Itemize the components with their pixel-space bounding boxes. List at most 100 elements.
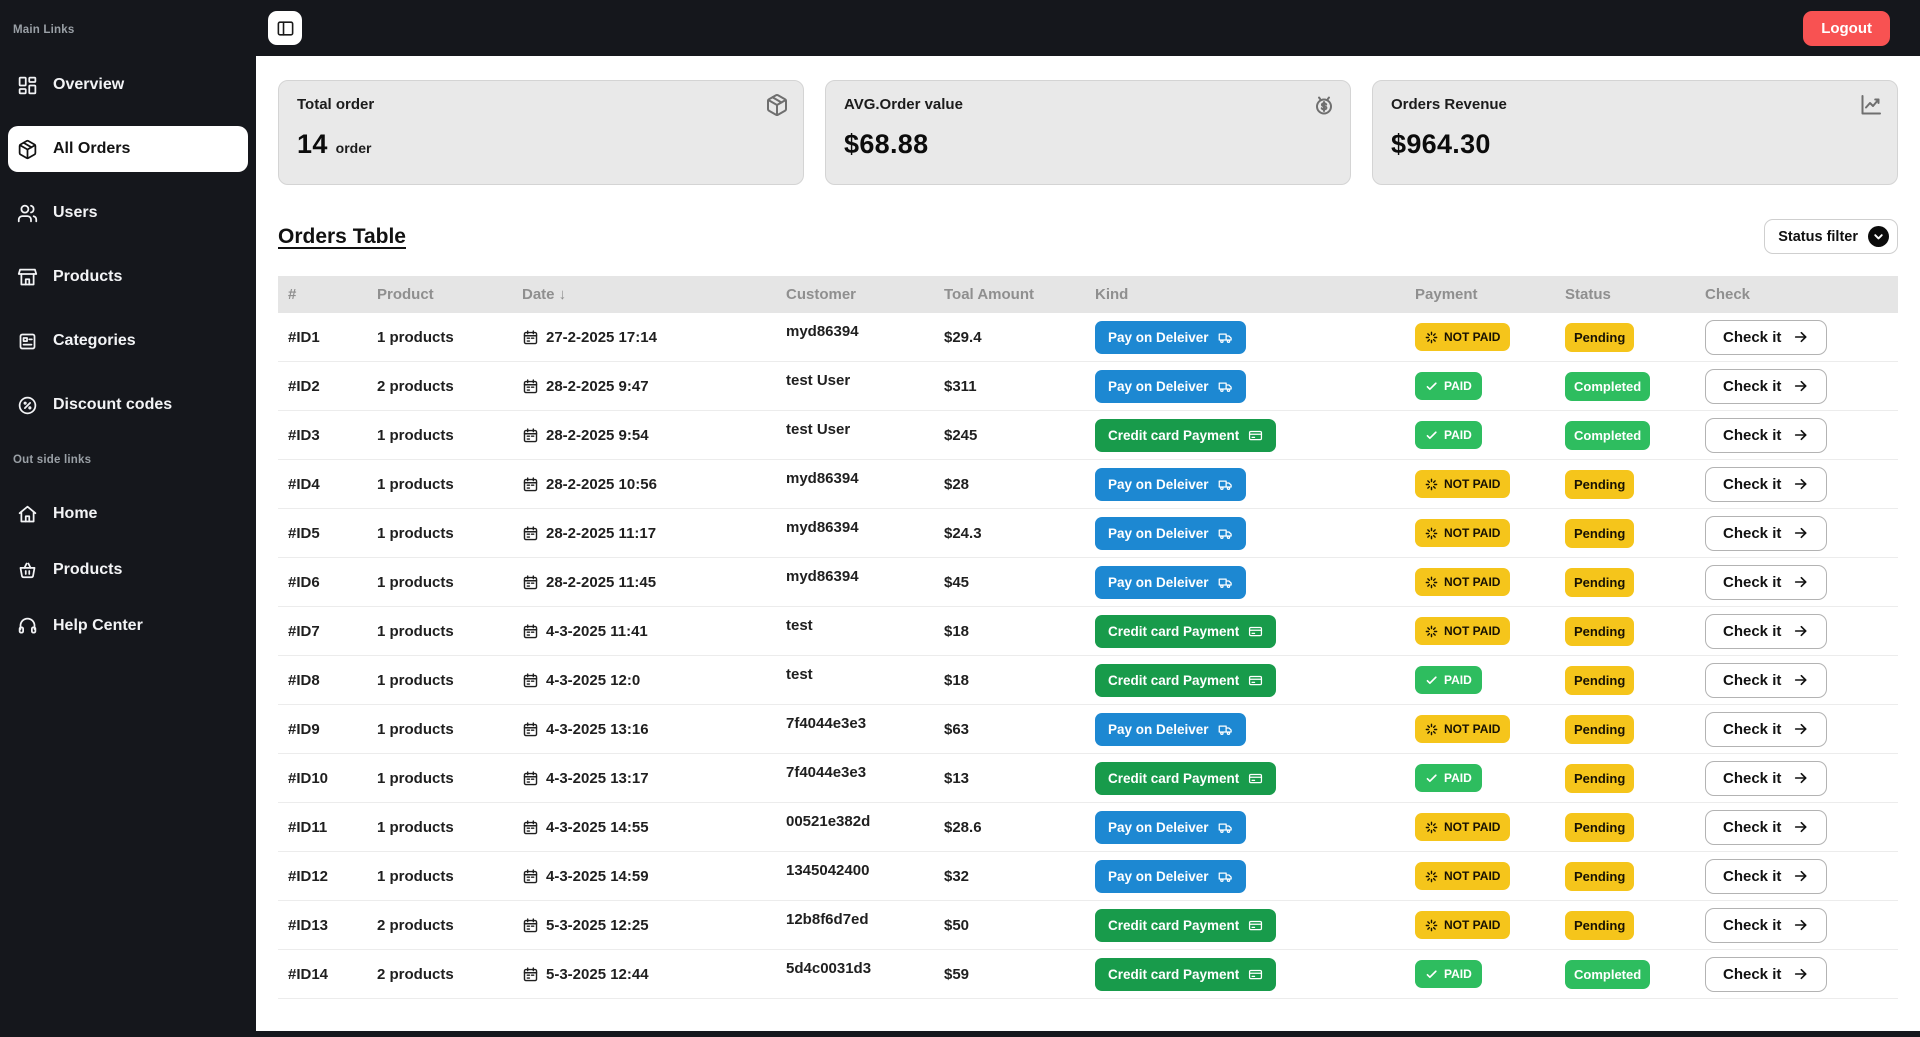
order-payment-cell: PAID: [1407, 421, 1557, 449]
sidebar-item-label: Home: [53, 505, 98, 522]
check-icon: [1425, 429, 1438, 442]
order-amount: $18: [944, 671, 970, 689]
order-products: 1 products: [377, 818, 454, 836]
sidebar-item-users[interactable]: Users: [8, 190, 248, 236]
sidebar-item-help-center[interactable]: Help Center: [8, 606, 248, 646]
order-date: 28-2-2025 11:17: [546, 524, 657, 542]
check-icon: [1425, 380, 1438, 393]
check-it-button[interactable]: Check it: [1705, 760, 1828, 796]
kind-button[interactable]: Pay on Deleiver: [1095, 810, 1246, 844]
sidebar-item-overview[interactable]: Overview: [8, 62, 248, 108]
check-it-button[interactable]: Check it: [1705, 858, 1828, 894]
check-it-button[interactable]: Check it: [1705, 466, 1828, 502]
arrow-right-icon: [1793, 476, 1809, 492]
kind-button[interactable]: Pay on Deleiver: [1095, 712, 1246, 746]
order-customer: test: [786, 616, 813, 634]
sidebar-item-home[interactable]: Home: [8, 494, 248, 534]
order-products: 1 products: [377, 426, 454, 444]
grid-icon: [17, 75, 38, 96]
order-kind-cell: Pay on Deleiver: [1087, 516, 1407, 550]
check-it-button[interactable]: Check it: [1705, 515, 1828, 551]
kind-button[interactable]: Credit card Payment: [1095, 614, 1277, 648]
status-filter-button[interactable]: Status filter: [1764, 219, 1898, 254]
check-it-button[interactable]: Check it: [1705, 613, 1828, 649]
order-date: 4-3-2025 11:41: [546, 622, 648, 640]
kind-label: Credit card Payment: [1108, 770, 1240, 786]
order-id: #ID13: [288, 916, 329, 934]
kind-button[interactable]: Pay on Deleiver: [1095, 467, 1246, 501]
kind-button[interactable]: Pay on Deleiver: [1095, 516, 1246, 550]
kind-button[interactable]: Credit card Payment: [1095, 908, 1277, 942]
payment-label: PAID: [1444, 428, 1472, 442]
order-payment-cell: PAID: [1407, 372, 1557, 400]
payment-label: NOT PAID: [1444, 575, 1501, 589]
logout-button[interactable]: Logout: [1803, 10, 1890, 46]
payment-label: NOT PAID: [1444, 624, 1501, 638]
status-badge: Pending: [1565, 567, 1635, 597]
check-it-button[interactable]: Check it: [1705, 368, 1828, 404]
sidebar-item-categories[interactable]: Categories: [8, 318, 248, 364]
order-products: 1 products: [377, 720, 454, 738]
order-date: 5-3-2025 12:25: [546, 916, 649, 934]
kind-button[interactable]: Pay on Deleiver: [1095, 369, 1246, 403]
payment-badge: PAID: [1415, 372, 1482, 400]
check-it-button[interactable]: Check it: [1705, 956, 1828, 992]
arrow-right-icon: [1793, 770, 1809, 786]
payment-badge: PAID: [1415, 960, 1482, 988]
sidebar-item-products-outside[interactable]: Products: [8, 550, 248, 590]
kind-button[interactable]: Credit card Payment: [1095, 957, 1277, 991]
check-it-button[interactable]: Check it: [1705, 662, 1828, 698]
order-id: #ID8: [288, 671, 320, 689]
sidebar-item-all-orders[interactable]: All Orders: [8, 126, 248, 172]
col-date-sort[interactable]: Date ↓: [522, 286, 567, 303]
sidebar-item-discount-codes[interactable]: Discount codes: [8, 382, 248, 428]
kind-label: Pay on Deleiver: [1108, 329, 1209, 345]
calendar-icon: [522, 868, 539, 885]
order-date-cell: 4-3-2025 13:17: [514, 770, 778, 787]
sidebar-item-label: Users: [53, 204, 98, 221]
table-row: #ID12 1 products 4-3-2025 14:59 1345042400 $…: [278, 852, 1898, 901]
status-badge: Pending: [1565, 469, 1635, 499]
order-check-cell: Check it: [1697, 466, 1898, 502]
sidebar-item-label: Products: [53, 561, 123, 578]
status-badge: Completed: [1565, 420, 1651, 450]
sidebar-item-label: Products: [53, 268, 123, 285]
table-header: # Product Date ↓ Customer Toal Amount Ki…: [278, 276, 1898, 313]
check-it-label: Check it: [1723, 573, 1782, 591]
order-amount: $63: [944, 720, 970, 738]
check-it-label: Check it: [1723, 475, 1782, 493]
sidebar-toggle-button[interactable]: [268, 11, 302, 45]
col-payment: Payment: [1415, 286, 1478, 303]
check-it-button[interactable]: Check it: [1705, 711, 1828, 747]
kind-button[interactable]: Credit card Payment: [1095, 761, 1277, 795]
basket-icon: [17, 560, 38, 581]
check-it-button[interactable]: Check it: [1705, 907, 1828, 943]
order-status-cell: Pending: [1557, 812, 1697, 842]
order-check-cell: Check it: [1697, 956, 1898, 992]
order-date-cell: 27-2-2025 17:14: [514, 329, 778, 346]
truck-icon: [1218, 477, 1233, 492]
kind-button[interactable]: Pay on Deleiver: [1095, 565, 1246, 599]
order-date: 4-3-2025 13:17: [546, 769, 649, 787]
kind-button[interactable]: Credit card Payment: [1095, 418, 1277, 452]
payment-badge: NOT PAID: [1415, 470, 1511, 498]
order-status-cell: Completed: [1557, 959, 1697, 989]
check-it-button[interactable]: Check it: [1705, 809, 1828, 845]
kind-button[interactable]: Credit card Payment: [1095, 663, 1277, 697]
check-it-button[interactable]: Check it: [1705, 319, 1828, 355]
order-products: 1 products: [377, 671, 454, 689]
sidebar-item-products[interactable]: Products: [8, 254, 248, 300]
status-badge: Pending: [1565, 812, 1635, 842]
check-it-button[interactable]: Check it: [1705, 417, 1828, 453]
order-date: 4-3-2025 14:55: [546, 818, 649, 836]
stat-value: $68.88: [844, 129, 929, 159]
arrow-right-icon: [1793, 868, 1809, 884]
users-icon: [17, 203, 38, 224]
kind-button[interactable]: Pay on Deleiver: [1095, 859, 1246, 893]
kind-label: Pay on Deleiver: [1108, 819, 1209, 835]
payment-badge: NOT PAID: [1415, 323, 1511, 351]
order-kind-cell: Pay on Deleiver: [1087, 712, 1407, 746]
check-it-button[interactable]: Check it: [1705, 564, 1828, 600]
order-products: 1 products: [377, 328, 454, 346]
kind-button[interactable]: Pay on Deleiver: [1095, 320, 1246, 354]
